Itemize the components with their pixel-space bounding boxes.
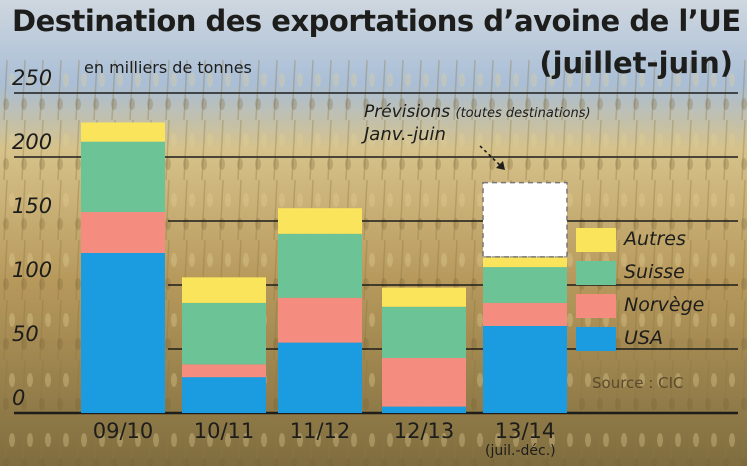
y-tick-100: 100 xyxy=(12,258,53,282)
chart-period: (juillet-juin) xyxy=(539,46,733,80)
legend-label: USA xyxy=(624,327,663,349)
bar-11-12-usa xyxy=(278,342,362,413)
bar-13-14-norvège xyxy=(483,302,567,326)
bar-10-11-usa xyxy=(182,377,266,413)
forecast-scope: (toutes destinations) xyxy=(455,106,591,121)
forecast-bar xyxy=(482,181,568,258)
y-tick-250: 250 xyxy=(12,66,53,90)
bar-11-12-suisse xyxy=(278,233,362,298)
bar-12-13-norvège xyxy=(382,357,466,407)
chart-title: Destination des exportations d’avoine de… xyxy=(12,4,741,38)
forecast-pointer-head xyxy=(496,161,505,170)
legend-label: Suisse xyxy=(624,261,685,283)
y-tick-200: 200 xyxy=(12,130,53,154)
bar-09-10-usa xyxy=(81,253,165,413)
legend-swatch xyxy=(576,327,616,351)
x-tick-09-10: 09/10 xyxy=(92,419,154,443)
legend-label: Norvège xyxy=(624,294,705,316)
forecast-title: Prévisions xyxy=(364,102,451,122)
legend-swatch xyxy=(576,228,616,252)
source-note: Source : CIC xyxy=(592,374,684,392)
bar-12-13-usa xyxy=(382,406,466,413)
bar-10-11-autres xyxy=(182,277,266,303)
forecast-label: Prévisions (toutes destinations) xyxy=(364,102,591,122)
bar-12-13-autres xyxy=(382,287,466,307)
x-tick-10-11: 10/11 xyxy=(193,419,255,443)
bar-10-11-suisse xyxy=(182,302,266,365)
y-tick-150: 150 xyxy=(12,194,53,218)
x-tick-13-14: 13/14 xyxy=(494,419,556,443)
bar-10-11-norvège xyxy=(182,364,266,378)
unit-label: en milliers de tonnes xyxy=(84,58,252,77)
bars xyxy=(81,122,567,413)
bar-13-14-usa xyxy=(483,325,567,413)
bar-09-10-norvège xyxy=(81,212,165,253)
x-tick-11-12: 11/12 xyxy=(289,419,351,443)
forecast-box xyxy=(479,145,568,258)
legend-label: Autres xyxy=(624,228,686,250)
bar-13-14-autres xyxy=(483,256,567,268)
bar-11-12-norvège xyxy=(278,297,362,343)
bar-09-10-autres xyxy=(81,122,165,142)
x-tick-12-13: 12/13 xyxy=(393,419,455,443)
bar-13-14-suisse xyxy=(483,267,567,303)
category-note: (juil.-déc.) xyxy=(485,443,556,459)
bar-12-13-suisse xyxy=(382,306,466,358)
bar-09-10-suisse xyxy=(81,141,165,213)
y-tick-0: 0 xyxy=(12,386,26,410)
legend-swatch xyxy=(576,294,616,318)
y-tick-50: 50 xyxy=(12,322,39,346)
legend-swatch xyxy=(576,261,616,285)
bar-11-12-autres xyxy=(278,208,362,234)
forecast-period: Janv.-juin xyxy=(364,124,446,145)
